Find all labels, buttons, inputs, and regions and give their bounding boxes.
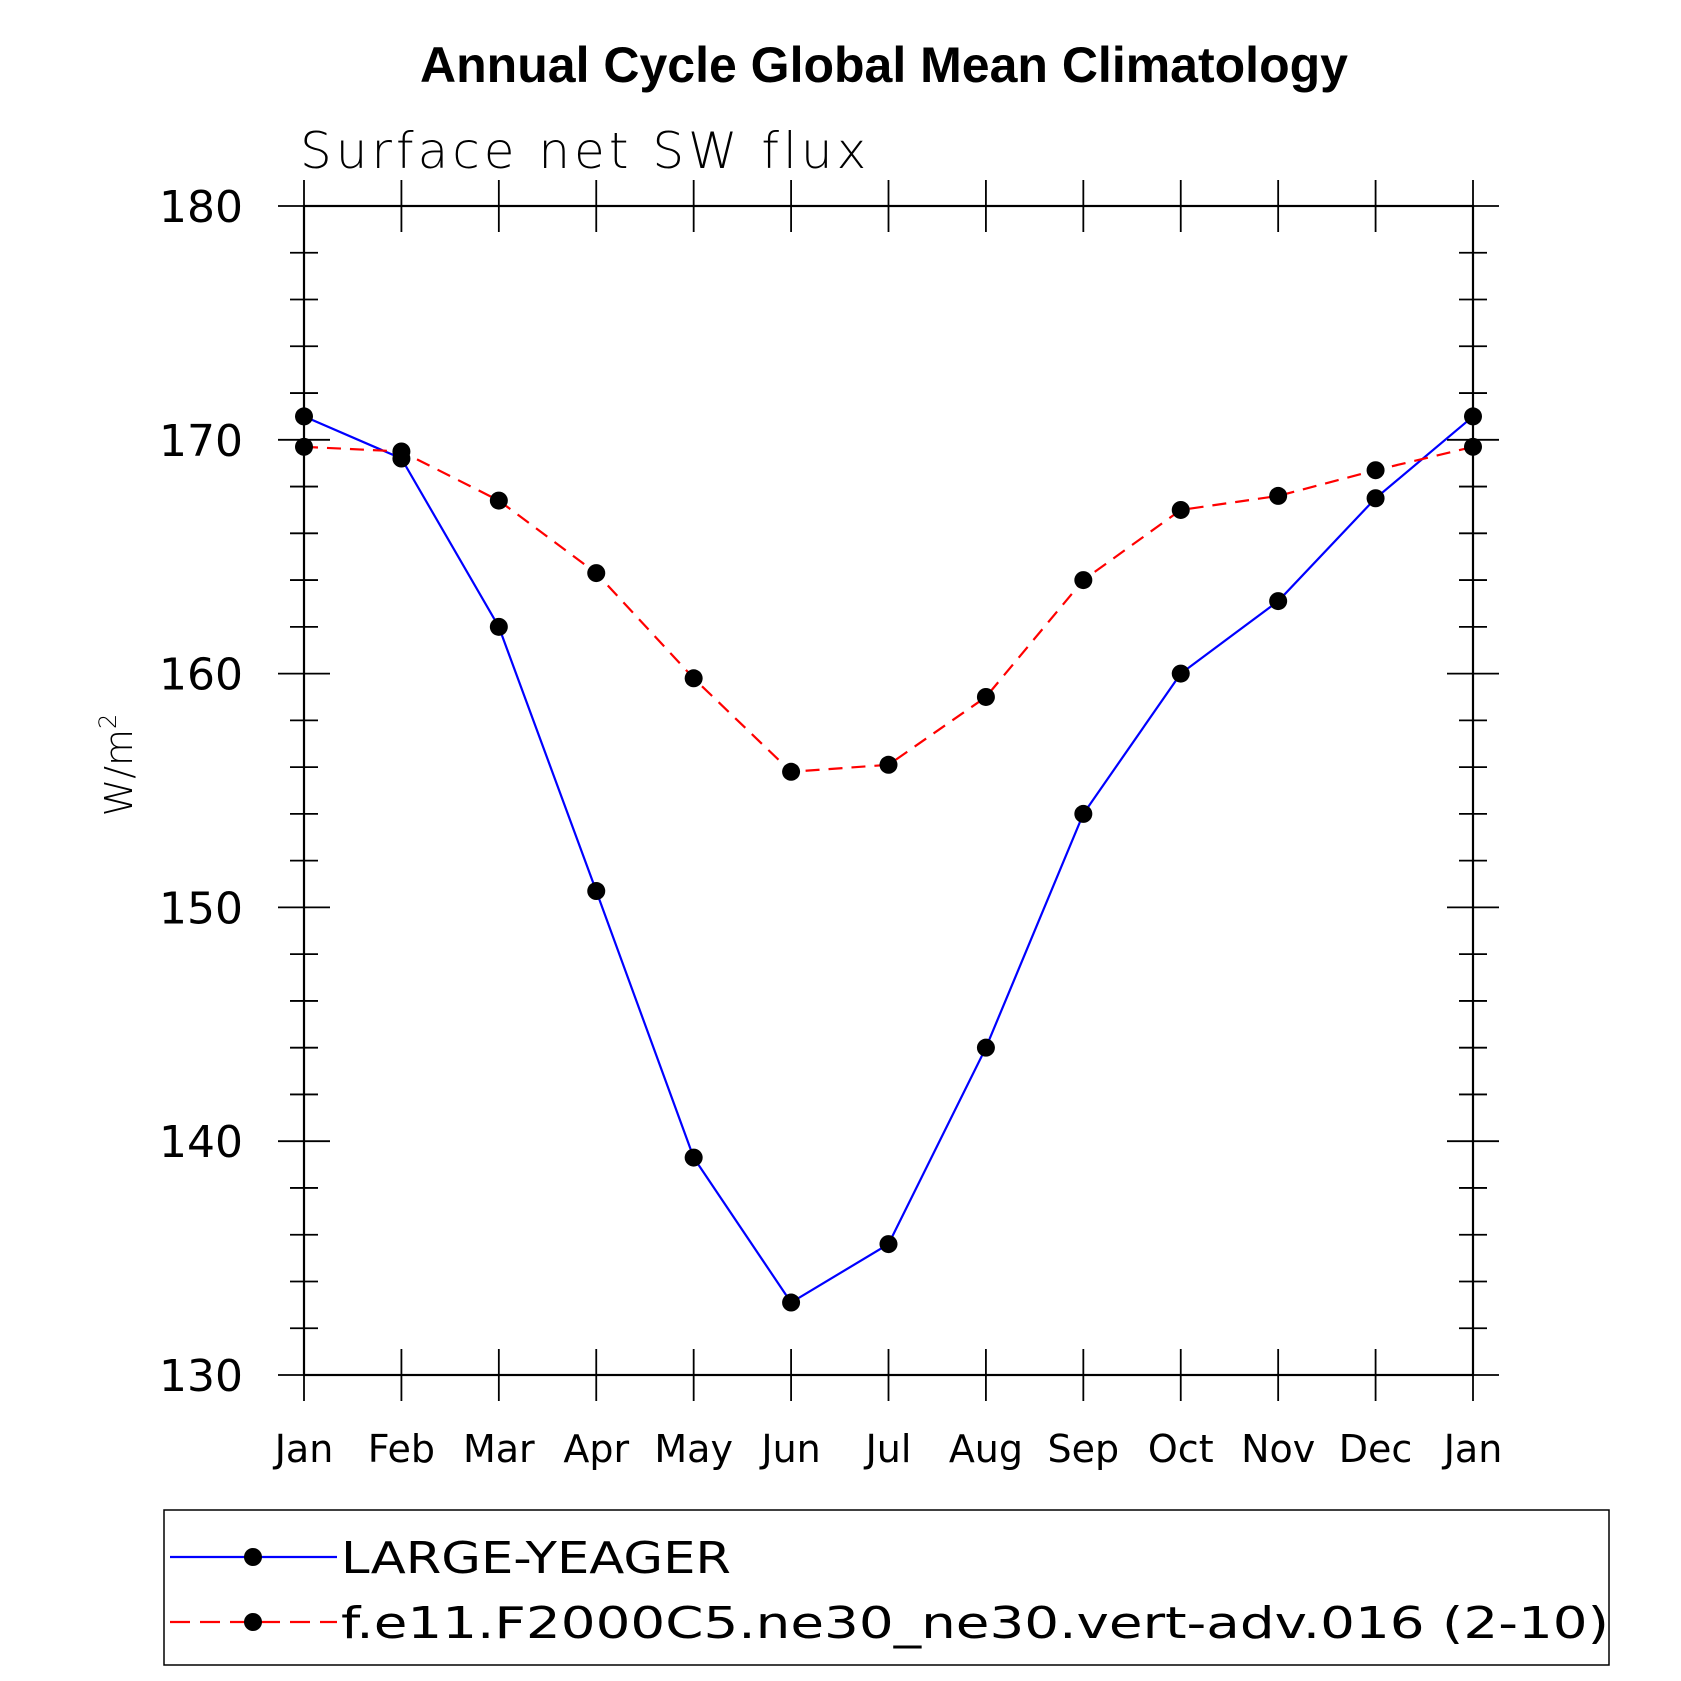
x-tick-label: Mar: [463, 1427, 535, 1471]
data-point: [489, 491, 508, 510]
y-tick-label: 170: [159, 416, 243, 467]
data-point: [587, 882, 606, 901]
data-point: [587, 564, 606, 583]
series-layer: [295, 407, 1482, 1312]
data-point: [684, 1148, 703, 1167]
legend-marker: [244, 1548, 262, 1566]
x-tick-label: Nov: [1241, 1427, 1315, 1471]
data-point: [1074, 804, 1093, 823]
data-point: [295, 407, 313, 426]
data-point: [976, 687, 995, 706]
legend-label: f.e11.F2000C5.ne30_ne30.vert-adv.016 (2-…: [341, 1598, 1609, 1649]
legend-entry-1: LARGE-YEAGER: [170, 1533, 731, 1584]
y-tick-label: 130: [159, 1351, 243, 1402]
data-point: [1171, 500, 1190, 519]
x-tick-label: Apr: [563, 1427, 629, 1471]
data-point: [392, 442, 411, 461]
data-point: [1366, 489, 1385, 508]
x-tick-label: Dec: [1339, 1427, 1413, 1471]
x-tick-label: May: [654, 1427, 733, 1471]
data-point: [1366, 461, 1385, 480]
x-tick-label: Jan: [1442, 1427, 1503, 1471]
data-point: [782, 762, 801, 781]
x-tick-label: Jan: [273, 1427, 334, 1471]
data-point: [1074, 571, 1093, 590]
y-tick-label: 160: [159, 650, 243, 701]
y-tick-label: 150: [159, 883, 243, 934]
data-point: [684, 669, 703, 688]
y-tick-label: 140: [159, 1117, 243, 1168]
x-tick-label: Jun: [759, 1427, 820, 1471]
x-tick-label: Jul: [864, 1427, 912, 1471]
data-point: [976, 1038, 995, 1057]
data-point: [1171, 664, 1190, 683]
legend-label: LARGE-YEAGER: [341, 1533, 731, 1584]
data-point: [489, 617, 508, 636]
data-point: [295, 437, 313, 456]
x-tick-label: Sep: [1048, 1427, 1120, 1471]
data-point: [1464, 437, 1482, 456]
plot-frame: [302, 204, 1475, 1377]
legend-box: [163, 1509, 1610, 1666]
data-point: [1269, 486, 1288, 505]
series-2: [295, 437, 1482, 781]
data-point: [879, 1235, 898, 1254]
y-axis-label: W/m2: [94, 714, 141, 817]
data-point: [879, 755, 898, 774]
svg-text:W/m2: W/m2: [94, 714, 141, 817]
x-tick-label: Oct: [1148, 1427, 1214, 1471]
y-axis-label-superscript: 2: [94, 714, 122, 729]
legend: LARGE-YEAGER f.e11.F2000C5.ne30_ne30.vert…: [163, 1509, 1610, 1666]
data-point: [1464, 407, 1482, 426]
axes: 130 140 150 160 170 180 Jan Feb Mar Apr May Jun Jul A…: [159, 180, 1502, 1471]
y-tick-label: 180: [159, 182, 243, 233]
x-tick-label: Feb: [368, 1427, 435, 1471]
legend-entry-2: f.e11.F2000C5.ne30_ne30.vert-adv.016 (2-…: [170, 1598, 1609, 1649]
chart-subtitle: Surface net SW flux: [300, 122, 870, 180]
data-point: [782, 1293, 801, 1312]
series-1: [295, 407, 1482, 1312]
y-axis-label-main: W/m: [97, 729, 141, 816]
series-line-1: [303, 415, 1474, 1305]
chart-title: Annual Cycle Global Mean Climatology: [420, 37, 1348, 93]
series-line-2: [303, 445, 1474, 773]
x-tick-label: Aug: [949, 1427, 1023, 1471]
legend-marker: [244, 1613, 262, 1631]
data-point: [1269, 592, 1288, 611]
